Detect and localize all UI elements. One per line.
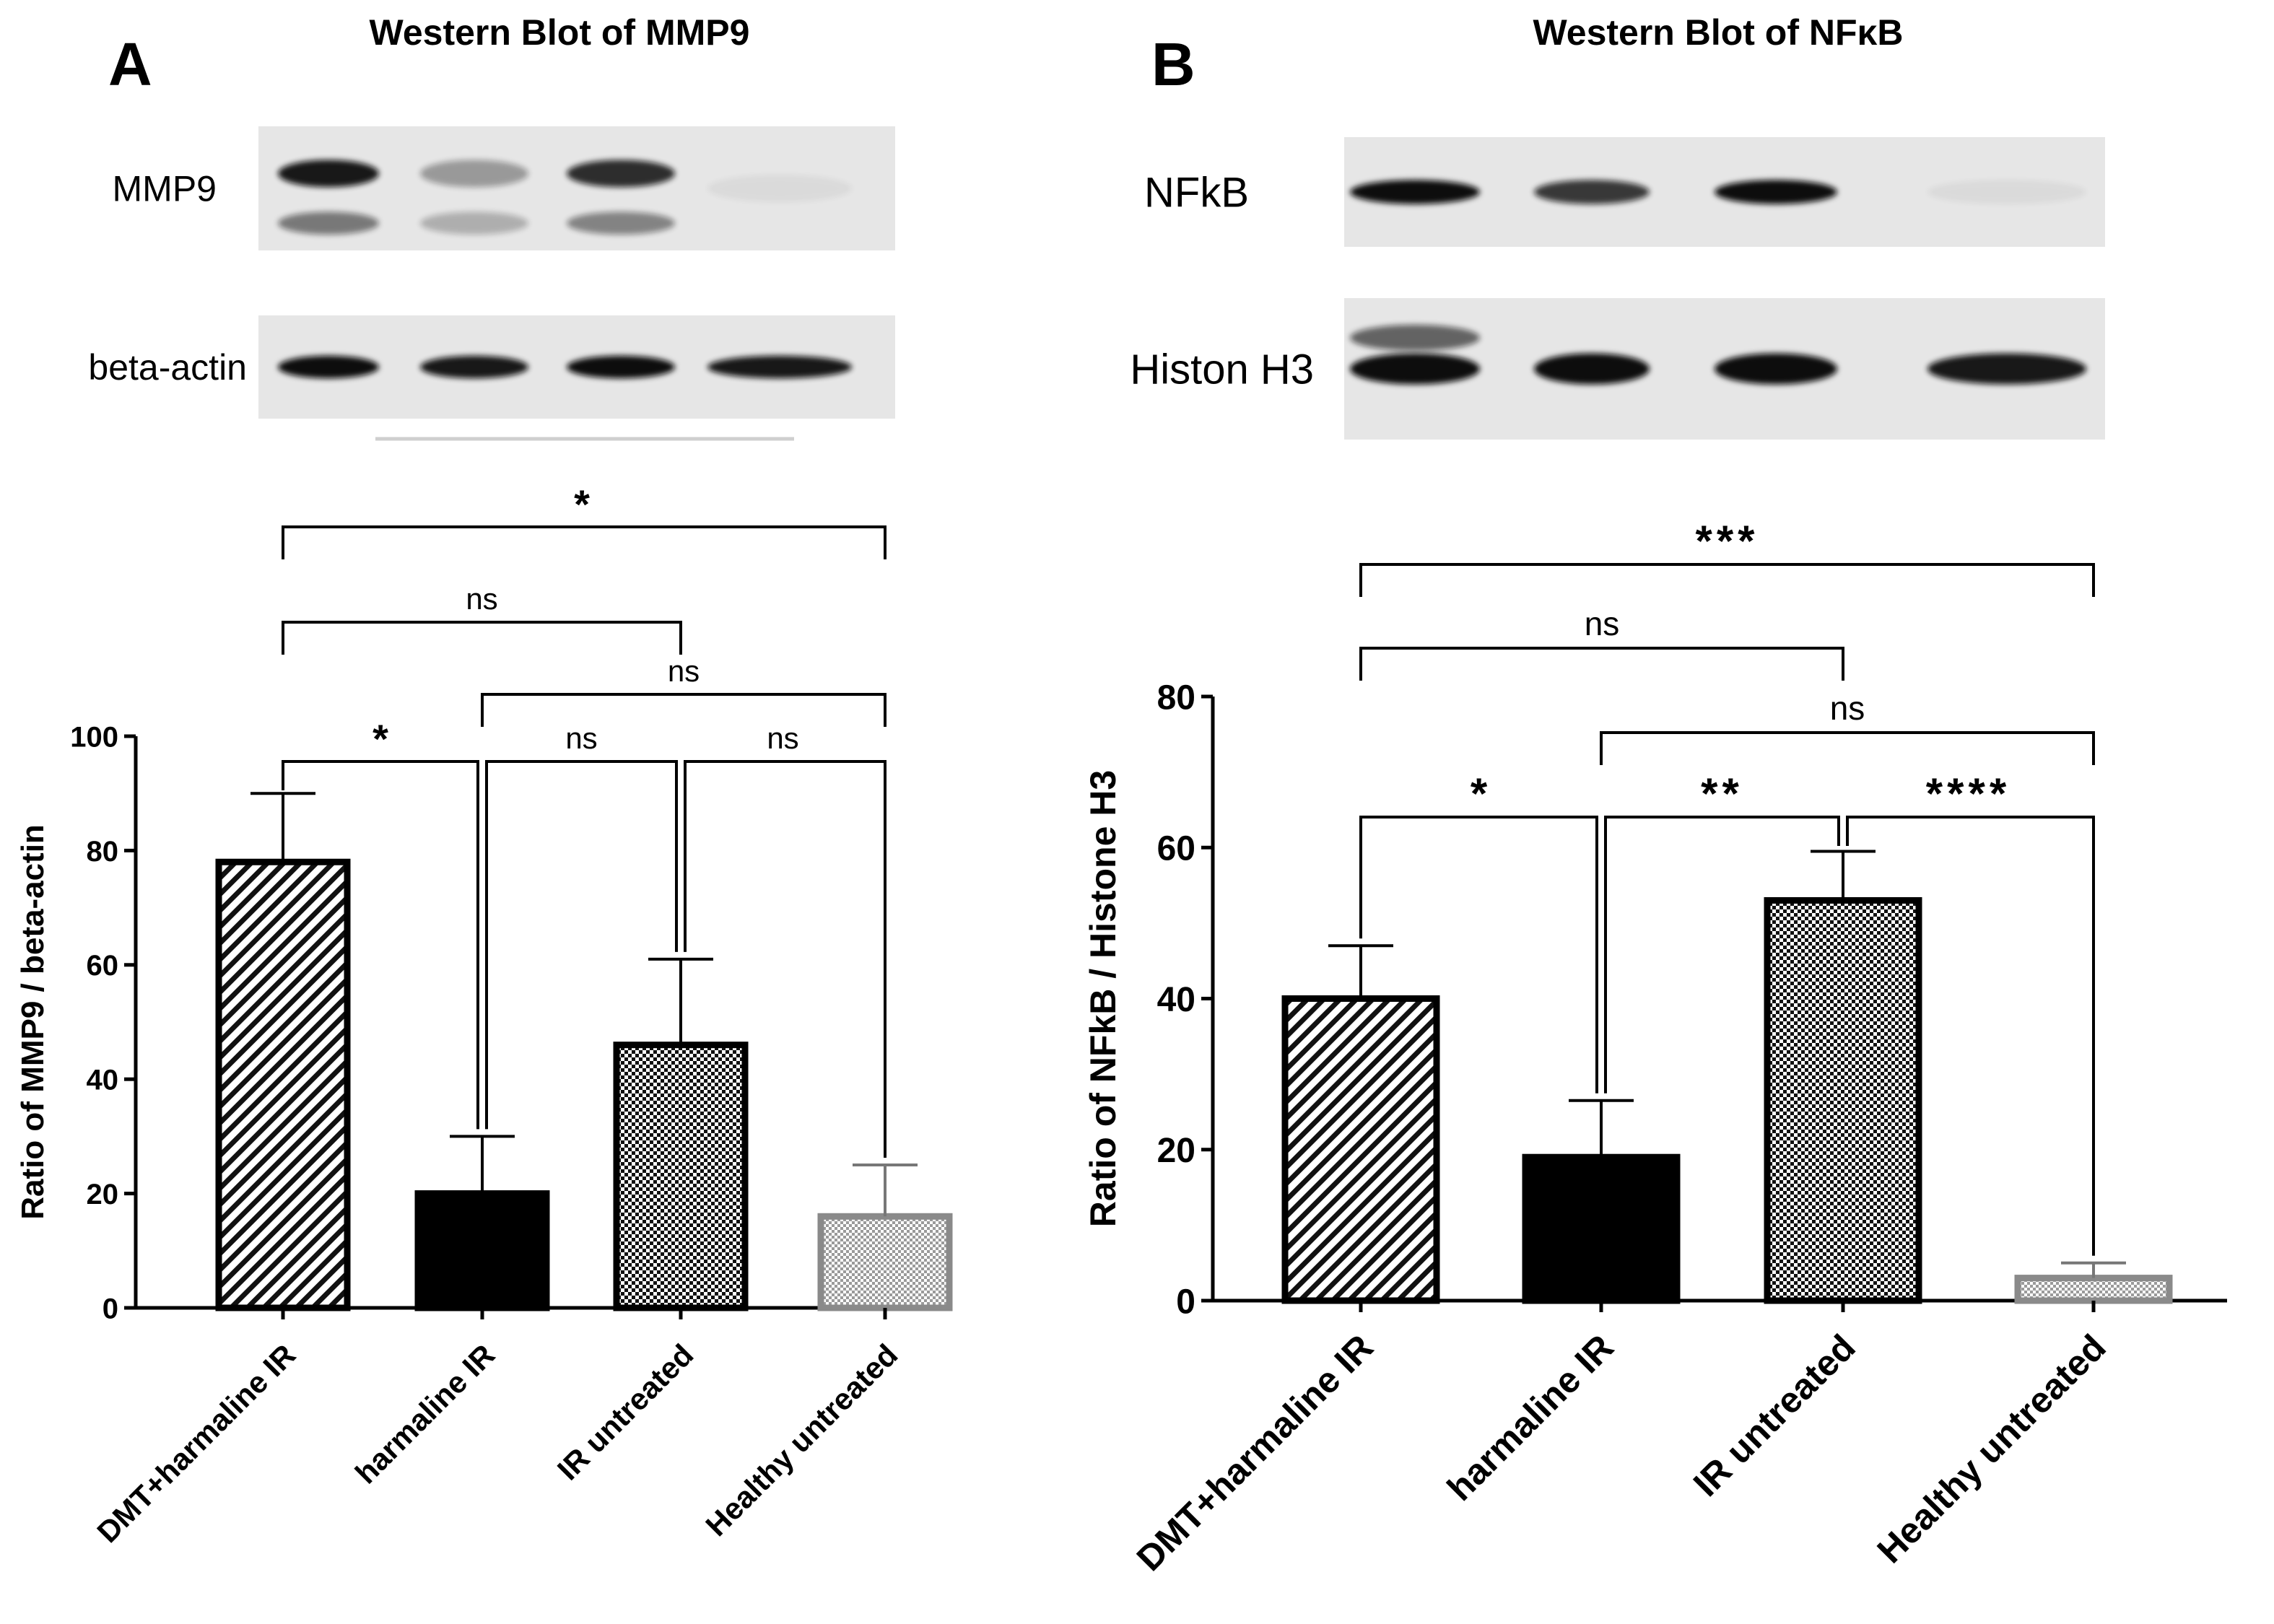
y-tick-label: 80 (87, 836, 119, 868)
significance-bracket (1359, 647, 1844, 681)
significance-bracket (1604, 816, 1840, 1093)
significance-bracket (481, 693, 886, 727)
blot-band (1715, 353, 1837, 385)
x-tick-label: DMT+harmaline IR (1129, 1327, 1381, 1579)
significance-bracket (485, 760, 678, 1130)
blot-band (1534, 353, 1650, 385)
blot-band (707, 355, 852, 379)
significance-label: ns (767, 721, 798, 755)
y-tick-label: 0 (103, 1293, 118, 1324)
significance-bracket (282, 525, 886, 559)
significance-label: ns (1830, 689, 1865, 727)
blot-band-secondary (1350, 324, 1480, 351)
significance-label: * (574, 481, 594, 527)
blot-row-label: Histon H3 (1130, 346, 1314, 393)
bar-1 (1281, 995, 1440, 1304)
blot-band (1350, 180, 1480, 204)
significance-label: * (373, 716, 393, 761)
x-tick-label: IR untreated (1686, 1327, 1863, 1504)
y-tick-label: 100 (70, 721, 118, 753)
significance-label: ** (1701, 769, 1743, 818)
blot-band-secondary (278, 211, 379, 235)
panel-b: B Western Blot of NFκB NFkB Histon H3 0 20… (1083, 12, 2227, 1579)
y-axis-label: Ratio of NFkB / Histone H3 (1083, 770, 1123, 1227)
blot-band (1534, 180, 1650, 204)
x-tick-label: IR untreated (551, 1337, 700, 1486)
blot-band (278, 355, 379, 379)
blot-band (567, 160, 675, 188)
panel-b-letter: B (1151, 30, 1195, 98)
y-tick-label: 20 (1157, 1132, 1195, 1170)
y-tick-label: 40 (1157, 981, 1195, 1019)
panel-b-title: Western Blot of NFκB (1533, 12, 1903, 53)
bar-1 (215, 858, 351, 1311)
blot-band (1927, 180, 2086, 204)
y-axis-label: Ratio of MMP9 / beta-actin (15, 824, 51, 1220)
blot-band (707, 175, 852, 202)
significance-bracket (684, 760, 886, 1158)
panel-a-bar-chart: 0 20 40 60 80 100 Ratio of MMP9 / beta-actin DM… (15, 481, 953, 1549)
x-tick-label: harmaline IR (349, 1337, 501, 1490)
blot-band (567, 355, 675, 379)
blot-band (1927, 353, 2086, 385)
x-tick-label: DMT+harmaline IR (90, 1337, 302, 1549)
blot-band-secondary (567, 211, 675, 235)
bar-2 (414, 1190, 550, 1311)
significance-bracket (1600, 731, 2095, 765)
y-tick-label: 60 (87, 950, 119, 982)
blot-row-label: beta-actin (88, 347, 247, 388)
panel-a-letter: A (108, 30, 152, 98)
significance-label: *** (1695, 517, 1759, 565)
significance-bracket (1846, 816, 2095, 1256)
y-tick-label: 20 (87, 1179, 119, 1210)
y-tick-label: 80 (1157, 678, 1195, 717)
significance-bracket (282, 621, 682, 655)
blot-band-secondary (420, 211, 528, 235)
panel-a: A Western Blot of MMP9 MMP9 beta-actin 0 2… (15, 12, 953, 1549)
significance-label: ns (668, 654, 700, 688)
y-tick-label: 40 (87, 1065, 119, 1096)
bar-3 (613, 1042, 749, 1311)
significance-bracket (1359, 563, 2095, 597)
x-tick-label: Healthy untreated (1870, 1327, 2114, 1571)
bar-3 (1764, 896, 1922, 1304)
blot-band (1715, 180, 1837, 204)
y-tick-label: 0 (1176, 1283, 1195, 1321)
bar-4 (817, 1213, 953, 1311)
y-tick-label: 60 (1157, 830, 1195, 868)
bar-2 (1522, 1153, 1681, 1304)
blot-band (420, 355, 528, 379)
significance-bracket (282, 760, 479, 1130)
significance-bracket (1359, 816, 1598, 1093)
significance-label: ns (565, 721, 597, 755)
panel-a-blot: MMP9 beta-actin (88, 126, 895, 441)
panel-b-blot: NFkB Histon H3 (1130, 137, 2105, 440)
significance-label: * (1471, 769, 1491, 818)
x-tick-label: Healthy untreated (699, 1337, 904, 1542)
significance-label: ns (466, 582, 497, 616)
significance-label: **** (1926, 769, 2011, 818)
significance-label: ns (1585, 605, 1620, 642)
blot-band (278, 160, 379, 188)
blot-row-label: MMP9 (113, 169, 217, 209)
bar-4 (2014, 1275, 2173, 1304)
panel-b-bar-chart: 0 20 40 60 80 Ratio of NFkB / Histone H3 DMT+h… (1083, 517, 2227, 1579)
blot-row-label: NFkB (1144, 169, 1249, 216)
blot-band (420, 160, 528, 188)
panel-a-title: Western Blot of MMP9 (370, 12, 750, 53)
blot-band (1350, 353, 1480, 385)
x-tick-label: harmaline IR (1439, 1327, 1621, 1509)
